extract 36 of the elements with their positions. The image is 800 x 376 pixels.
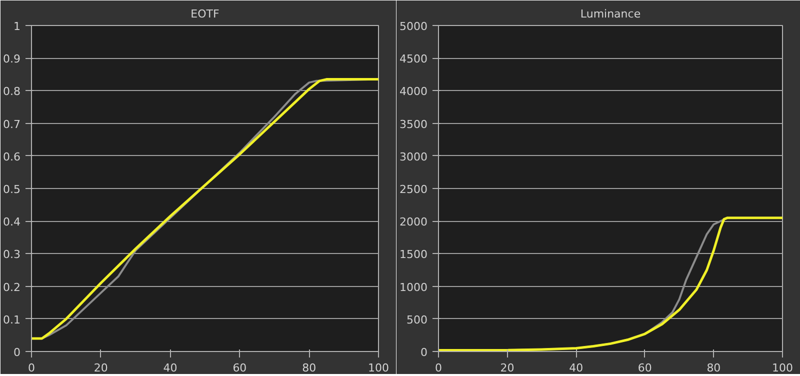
x-tick-label: 80: [302, 362, 316, 374]
x-tick-label: 20: [500, 362, 514, 374]
y-tick-label: 0.4: [3, 216, 21, 229]
y-tick-label: 0.2: [3, 280, 21, 294]
x-tick-label: 80: [706, 362, 721, 374]
y-tick-label: 0: [420, 346, 428, 359]
x-tick-label: 60: [232, 362, 247, 374]
y-tick-label: 0.1: [3, 313, 21, 326]
y-tick-label: 5000: [400, 20, 428, 33]
x-tick-label: 100: [368, 362, 389, 374]
y-tick-label: 0.6: [3, 150, 21, 164]
y-tick-label: 4000: [400, 85, 428, 98]
x-tick-label: 100: [772, 362, 793, 374]
chart-title: EOTF: [190, 8, 220, 20]
y-tick-label: 0.7: [3, 118, 21, 131]
y-tick-label: 1500: [400, 248, 428, 262]
y-tick-label: 0.9: [3, 52, 21, 66]
y-tick-label: 4500: [400, 52, 428, 66]
x-tick-label: 0: [28, 362, 35, 374]
y-tick-label: 1000: [400, 280, 428, 294]
y-tick-label: 0.8: [3, 85, 21, 98]
y-tick-label: 0.5: [3, 183, 21, 196]
x-tick-label: 60: [638, 362, 652, 374]
y-tick-label: 500: [406, 313, 428, 326]
x-tick-label: 40: [569, 362, 584, 374]
y-tick-label: 0: [14, 346, 20, 359]
y-tick-label: 1: [14, 20, 20, 33]
y-tick-label: 0.3: [3, 248, 21, 262]
chart-title: Luminance: [580, 8, 641, 20]
x-tick-label: 40: [163, 362, 178, 374]
y-tick-label: 3500: [400, 118, 428, 131]
y-tick-label: 2500: [400, 183, 428, 196]
y-tick-label: 3000: [400, 150, 428, 164]
y-tick-label: 2000: [400, 216, 428, 229]
x-tick-label: 0: [435, 362, 442, 374]
x-tick-label: 20: [94, 362, 108, 374]
